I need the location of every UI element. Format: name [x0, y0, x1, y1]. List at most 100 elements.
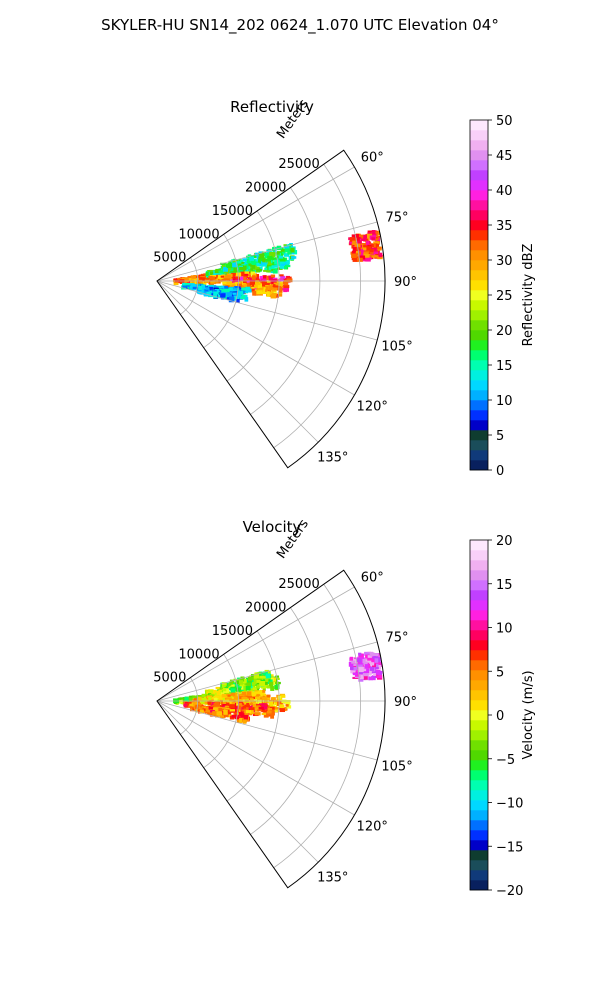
- echo-pixel: [265, 258, 272, 262]
- colorbar-swatch: [470, 430, 488, 441]
- colorbar-swatch: [470, 730, 488, 741]
- echo-pixel: [207, 701, 212, 705]
- echo-pixel: [268, 275, 274, 279]
- echo-pixel: [240, 713, 245, 718]
- echo-pixel: [200, 277, 206, 282]
- echo-pixel: [279, 260, 285, 264]
- echo-pixel: [197, 705, 202, 708]
- echo-pixel: [283, 284, 290, 289]
- azimuth-tick-label: 90°: [394, 695, 417, 710]
- azimuth-spoke: [156, 586, 355, 702]
- colorbar-tick-label: 15: [496, 578, 513, 593]
- echo-pixel: [260, 292, 267, 295]
- colorbar-tick-label: 45: [496, 149, 513, 164]
- echo-pixel: [242, 705, 246, 709]
- reflectivity-colorbar: 0 5 10 15 20 25 30 35 40 45 50 Reflectivity dBZ: [469, 114, 536, 479]
- echo-pixel: [228, 287, 233, 291]
- echo-pixel: [226, 292, 232, 298]
- echo-pixel: [241, 287, 247, 291]
- echo-pixel: [272, 262, 278, 268]
- echo-pixel: [199, 278, 203, 283]
- echo-pixel: [208, 690, 214, 693]
- echo-pixel: [252, 273, 256, 276]
- echo-pixel: [192, 286, 198, 290]
- echo-pixel: [214, 288, 219, 293]
- echo-pixel: [182, 283, 186, 288]
- echo-pixel: [246, 288, 252, 293]
- echo-pixel: [377, 246, 382, 250]
- colorbar-swatch: [470, 400, 488, 411]
- echo-pixel: [229, 704, 235, 709]
- colorbar-swatch: [470, 230, 488, 241]
- echo-pixel: [365, 240, 370, 246]
- echo-pixel: [251, 275, 256, 280]
- colorbar-swatch: [470, 420, 488, 431]
- echo-pixel: [268, 289, 272, 293]
- echo-pixel: [256, 262, 260, 266]
- echo-pixel: [369, 651, 374, 657]
- colorbar-swatch: [470, 210, 488, 221]
- echo-pixel: [275, 675, 280, 678]
- echo-pixel: [193, 702, 197, 706]
- echo-pixel: [264, 282, 270, 286]
- colorbar-swatch: [470, 850, 488, 861]
- echo-pixel: [247, 273, 252, 276]
- echo-pixel: [280, 247, 284, 250]
- echo-pixel: [363, 254, 370, 258]
- echo-pixel: [371, 230, 376, 234]
- echo-pixel: [274, 259, 281, 265]
- echo-pixel: [229, 682, 234, 685]
- echo-pixel: [203, 708, 209, 712]
- echo-pixel: [224, 275, 231, 279]
- azimuth-tick-label: 75°: [386, 631, 409, 646]
- panel-title-velocity: Velocity: [243, 518, 302, 536]
- echo-pixel: [371, 676, 376, 679]
- echo-pixel: [258, 266, 263, 271]
- echo-pixel: [211, 704, 216, 709]
- colorbar-swatch: [470, 620, 488, 631]
- echo-pixel: [266, 270, 272, 273]
- colorbar-swatch: [470, 720, 488, 731]
- colorbar-swatch: [470, 680, 488, 691]
- colorbar-swatch: [470, 760, 488, 771]
- echo-pixel: [235, 276, 240, 280]
- echo-pixel: [252, 290, 257, 296]
- echo-pixel: [276, 251, 280, 255]
- echo-pixel: [248, 266, 254, 271]
- echo-pixel: [190, 275, 197, 281]
- echo-pixel: [367, 232, 374, 235]
- echo-pixel: [217, 275, 223, 279]
- echo-pixel: [183, 703, 187, 707]
- echo-pixel: [231, 692, 236, 696]
- colorbar-tick-label: 20: [496, 324, 513, 339]
- colorbar-swatch: [470, 880, 488, 891]
- echo-pixel: [225, 704, 232, 708]
- echo-pixel: [218, 708, 222, 712]
- echo-pixel: [225, 695, 230, 699]
- echo-pixel: [270, 714, 275, 719]
- colorbar-swatch: [470, 200, 488, 211]
- colorbar-tick-label: −15: [496, 840, 523, 855]
- echo-pixel: [265, 697, 270, 700]
- echo-pixel: [219, 697, 225, 700]
- echo-pixel: [259, 253, 265, 259]
- echo-pixel: [214, 270, 220, 274]
- sector-outline: [156, 149, 386, 469]
- echo-pixel: [229, 296, 234, 300]
- colorbar-tick-label: 5: [496, 665, 504, 680]
- radial-tick-label: 20000: [245, 181, 286, 196]
- echo-pixel: [229, 284, 236, 289]
- echo-pixel: [231, 281, 238, 286]
- echo-pixel: [250, 259, 256, 265]
- echo-pixel: [188, 701, 194, 706]
- echo-pixel: [272, 284, 279, 288]
- azimuth-tick-label: 120°: [357, 819, 388, 834]
- echo-pixel: [370, 659, 376, 665]
- colorbar-tick-label: 30: [496, 254, 513, 269]
- echo-pixel: [221, 278, 227, 282]
- echo-pixel: [286, 278, 293, 283]
- echo-pixel: [220, 293, 226, 298]
- echo-pixel: [370, 249, 374, 253]
- echo-pixel: [247, 695, 253, 699]
